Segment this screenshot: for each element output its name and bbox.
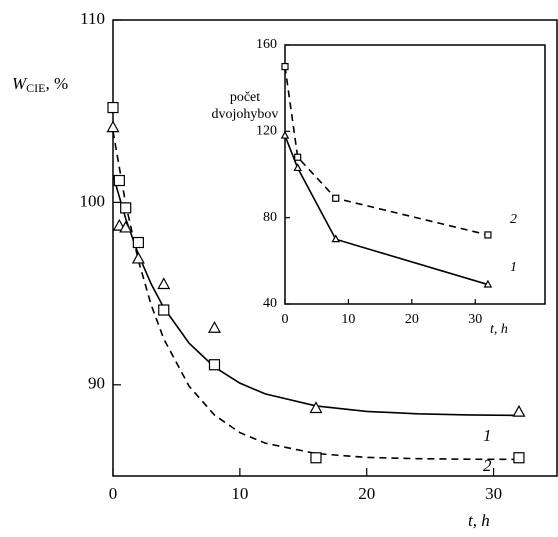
- x-tick-label: 30: [468, 312, 482, 327]
- x-tick-label: 10: [341, 312, 355, 327]
- triangle-marker: [483, 279, 493, 288]
- triangle-marker: [157, 277, 171, 290]
- triangle-marker: [309, 401, 323, 414]
- y-tick-label: 100: [80, 191, 106, 210]
- square-marker: [310, 452, 322, 464]
- plot-frame: [284, 44, 546, 305]
- y-tick-label: 110: [80, 9, 105, 28]
- inset-chart: 40 80 120 160 0 10 20 30 t, h počet dvojohybov 1 2: [212, 37, 546, 337]
- x-axis-label: t, h: [490, 322, 508, 337]
- x-tick-label: 0: [282, 312, 289, 327]
- x-axis-label-text: t, h: [490, 322, 508, 337]
- curve-label: 1: [483, 426, 492, 445]
- y-axis-label-unit: , %: [46, 74, 69, 93]
- x-tick-label: 30: [485, 484, 502, 503]
- square-marker: [107, 101, 119, 114]
- fit-curve: [112, 131, 519, 461]
- y-axis-label: dvojohybov: [212, 107, 279, 122]
- triangle-marker: [293, 163, 302, 172]
- square-marker: [208, 359, 221, 371]
- triangle-marker: [119, 220, 133, 233]
- triangle-marker: [512, 404, 526, 417]
- y-axis-label-symbol: W: [12, 74, 28, 93]
- curve-label: 2: [483, 456, 492, 475]
- triangle-marker: [106, 120, 120, 133]
- x-axis-label: t, h: [468, 511, 490, 530]
- square-marker: [294, 153, 302, 161]
- series-line: [284, 135, 489, 286]
- y-axis-label: WCIE, %: [12, 74, 68, 95]
- triangle-marker: [207, 321, 222, 333]
- x-axis-label-text: t, h: [468, 511, 490, 530]
- triangle-marker: [131, 251, 145, 264]
- x-tick-label: 20: [405, 312, 419, 327]
- square-marker: [113, 174, 125, 187]
- square-marker: [132, 236, 144, 249]
- y-axis-label-subscript: CIE: [26, 81, 45, 95]
- square-marker: [332, 194, 340, 202]
- y-tick-label: 120: [256, 124, 277, 139]
- triangle-marker: [280, 130, 290, 139]
- plot-frame: [112, 19, 558, 477]
- square-marker: [281, 62, 289, 71]
- y-tick-label: 40: [263, 296, 277, 311]
- square-marker: [484, 231, 492, 239]
- x-tick-label: 10: [231, 484, 248, 503]
- y-axis-label: počet: [230, 90, 260, 105]
- square-marker: [513, 452, 525, 464]
- triangle-marker: [331, 234, 341, 243]
- y-tick-label: 90: [88, 374, 105, 393]
- square-marker: [120, 202, 132, 214]
- x-tick-label: 0: [109, 484, 118, 503]
- y-tick-label: 160: [256, 37, 277, 52]
- curve-label: 2: [510, 212, 517, 227]
- x-tick-label: 20: [358, 484, 375, 503]
- y-tick-label: 80: [263, 210, 277, 225]
- square-marker: [158, 304, 170, 316]
- curve-label: 1: [510, 260, 517, 275]
